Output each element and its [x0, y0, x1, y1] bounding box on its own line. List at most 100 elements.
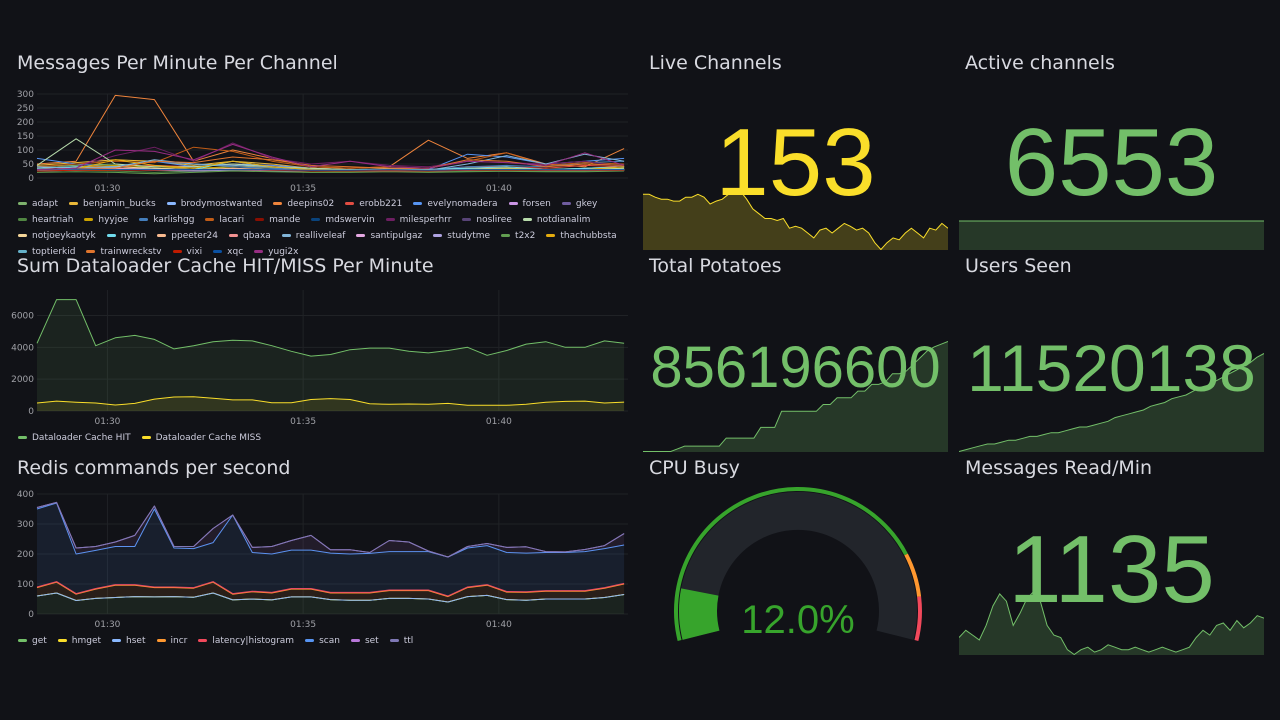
y-tick-label: 4000: [11, 343, 34, 353]
panel-title-messages[interactable]: Messages Per Minute Per Channel: [17, 52, 338, 74]
legend-item[interactable]: set: [350, 635, 379, 646]
legend-label: toptierkid: [32, 246, 76, 257]
panel-title-live-channels[interactable]: Live Channels: [649, 52, 782, 74]
legend-swatch: [69, 202, 78, 205]
legend-swatch: [229, 234, 238, 237]
series-line-Dataloader-Cache-HIT[interactable]: [36, 299, 625, 357]
legend-item[interactable]: forsen: [508, 198, 551, 209]
legend-item[interactable]: evelynomadera: [413, 198, 498, 209]
legend-item[interactable]: incr: [156, 635, 188, 646]
legend-item[interactable]: hyyjoe: [84, 214, 128, 225]
dataloader-chart[interactable]: 0 2000 4000 6000 01:30 01:35 01:40: [0, 285, 640, 430]
legend-item[interactable]: hmget: [57, 635, 101, 646]
legend-item[interactable]: adapt: [18, 198, 58, 209]
legend-swatch: [255, 218, 265, 221]
sparkline-area: [643, 341, 948, 452]
x-tick-label: 01:35: [290, 184, 316, 194]
legend-item[interactable]: latency|histogram: [198, 635, 294, 646]
series-line-latency-histogram[interactable]: [36, 581, 625, 597]
legend-item[interactable]: mdswervin: [311, 214, 375, 225]
legend-item[interactable]: notjoeykaotyk: [18, 230, 96, 241]
legend-item[interactable]: studytme: [433, 230, 490, 241]
panel-title-messages-read[interactable]: Messages Read/Min: [965, 457, 1153, 479]
series-line-hset[interactable]: [36, 592, 625, 603]
legend-swatch: [385, 218, 395, 221]
legend-item[interactable]: deepins02: [273, 198, 334, 209]
legend-item[interactable]: realliveleaf: [281, 230, 345, 241]
y-tick-label: 0: [28, 407, 34, 417]
legend-item[interactable]: heartriah: [18, 214, 73, 225]
legend-item[interactable]: qbaxa: [229, 230, 271, 241]
legend-item[interactable]: Dataloader Cache MISS: [141, 432, 261, 443]
legend-item[interactable]: milesperhrr: [385, 214, 451, 225]
series-line-lacari[interactable]: [36, 146, 625, 169]
legend-label: incr: [170, 635, 188, 646]
legend-item[interactable]: hset: [112, 635, 146, 646]
legend-swatch: [84, 218, 94, 221]
legend-item[interactable]: lacari: [205, 214, 244, 225]
panel-title-dataloader[interactable]: Sum Dataloader Cache HIT/MISS Per Minute: [17, 255, 434, 277]
y-tick-label: 100: [17, 146, 34, 156]
panel-title-total-potatoes[interactable]: Total Potatoes: [649, 255, 782, 277]
series-line-ttl[interactable]: [36, 501, 625, 558]
redis-chart[interactable]: 0 100 200 300 400 01:30 01:35 01:40: [0, 485, 640, 633]
panel-title-active-channels[interactable]: Active channels: [965, 52, 1115, 74]
legend-item[interactable]: thachubbsta: [546, 230, 617, 241]
y-tick-label: 300: [17, 520, 34, 530]
legend-item[interactable]: gkey: [561, 198, 597, 209]
panel-title-users-seen[interactable]: Users Seen: [965, 255, 1072, 277]
legend-swatch: [106, 234, 116, 237]
sparkline-area: [959, 221, 1264, 250]
legend-swatch: [522, 218, 532, 221]
legend-label: erobb221: [359, 198, 403, 209]
series-area-Dataloader-Cache-MISS: [37, 396, 625, 411]
series-line-incr[interactable]: [36, 581, 625, 598]
legend-item[interactable]: erobb221: [345, 198, 402, 209]
series-line-vixi[interactable]: [36, 169, 625, 172]
legend-item[interactable]: scan: [305, 635, 340, 646]
y-tick-label: 100: [17, 580, 34, 590]
active-channels-value: 6553: [1004, 109, 1219, 216]
legend-item[interactable]: vixi: [172, 246, 202, 257]
y-tick-label: 50: [23, 160, 35, 170]
legend-item[interactable]: brodymostwanted: [166, 198, 263, 209]
legend-item[interactable]: get: [18, 635, 47, 646]
legend-label: brodymostwanted: [180, 198, 263, 209]
legend-item[interactable]: yugi2x: [254, 246, 298, 257]
series-line-Dataloader-Cache-MISS[interactable]: [36, 396, 625, 406]
legend-swatch: [281, 234, 291, 237]
series-line-deepins02[interactable]: [36, 94, 625, 169]
legend-item[interactable]: xqc: [213, 246, 243, 257]
legend-item[interactable]: trainwreckstv: [86, 246, 162, 257]
redis-legend: get hmget hset incr latency|histogram scan set…: [18, 635, 638, 646]
legend-item[interactable]: ppeeter24: [157, 230, 218, 241]
legend-swatch: [462, 218, 472, 221]
series-line-yugi2x[interactable]: [36, 143, 625, 171]
total-potatoes-stat: 856196600: [643, 290, 948, 452]
messages-read-sparkline: [959, 590, 1264, 655]
y-tick-label: 250: [17, 104, 34, 114]
legend-label: xqc: [227, 246, 244, 257]
legend-item[interactable]: santipulgaz: [356, 230, 422, 241]
messages-chart[interactable]: 0 50 100 150 200 250 300 01:30 01:35 01:40: [0, 86, 640, 194]
series-line-scan[interactable]: [36, 502, 625, 558]
legend-item[interactable]: Dataloader Cache HIT: [18, 432, 131, 443]
series-line-xqc[interactable]: [36, 168, 625, 171]
dataloader-legend: Dataloader Cache HIT Dataloader Cache MIS…: [18, 432, 638, 443]
legend-item[interactable]: notdianalim: [522, 214, 590, 225]
legend-label: notjoeykaotyk: [32, 230, 96, 241]
legend-label: adapt: [32, 198, 58, 209]
legend-item[interactable]: nymn: [106, 230, 146, 241]
legend-item[interactable]: mande: [255, 214, 300, 225]
panel-title-cpu-busy[interactable]: CPU Busy: [649, 457, 740, 479]
legend-item[interactable]: toptierkid: [18, 246, 75, 257]
legend-item[interactable]: t2x2: [501, 230, 535, 241]
series-line-milesperhrr[interactable]: [36, 142, 625, 169]
legend-item[interactable]: karlishgg: [139, 214, 194, 225]
legend-label: studytme: [447, 230, 491, 241]
panel-title-redis[interactable]: Redis commands per second: [17, 457, 291, 479]
legend-item[interactable]: ttl: [389, 635, 413, 646]
legend-item[interactable]: benjamin_bucks: [69, 198, 156, 209]
legend-item[interactable]: nosliree: [462, 214, 512, 225]
series-line-t2x2[interactable]: [36, 170, 625, 175]
